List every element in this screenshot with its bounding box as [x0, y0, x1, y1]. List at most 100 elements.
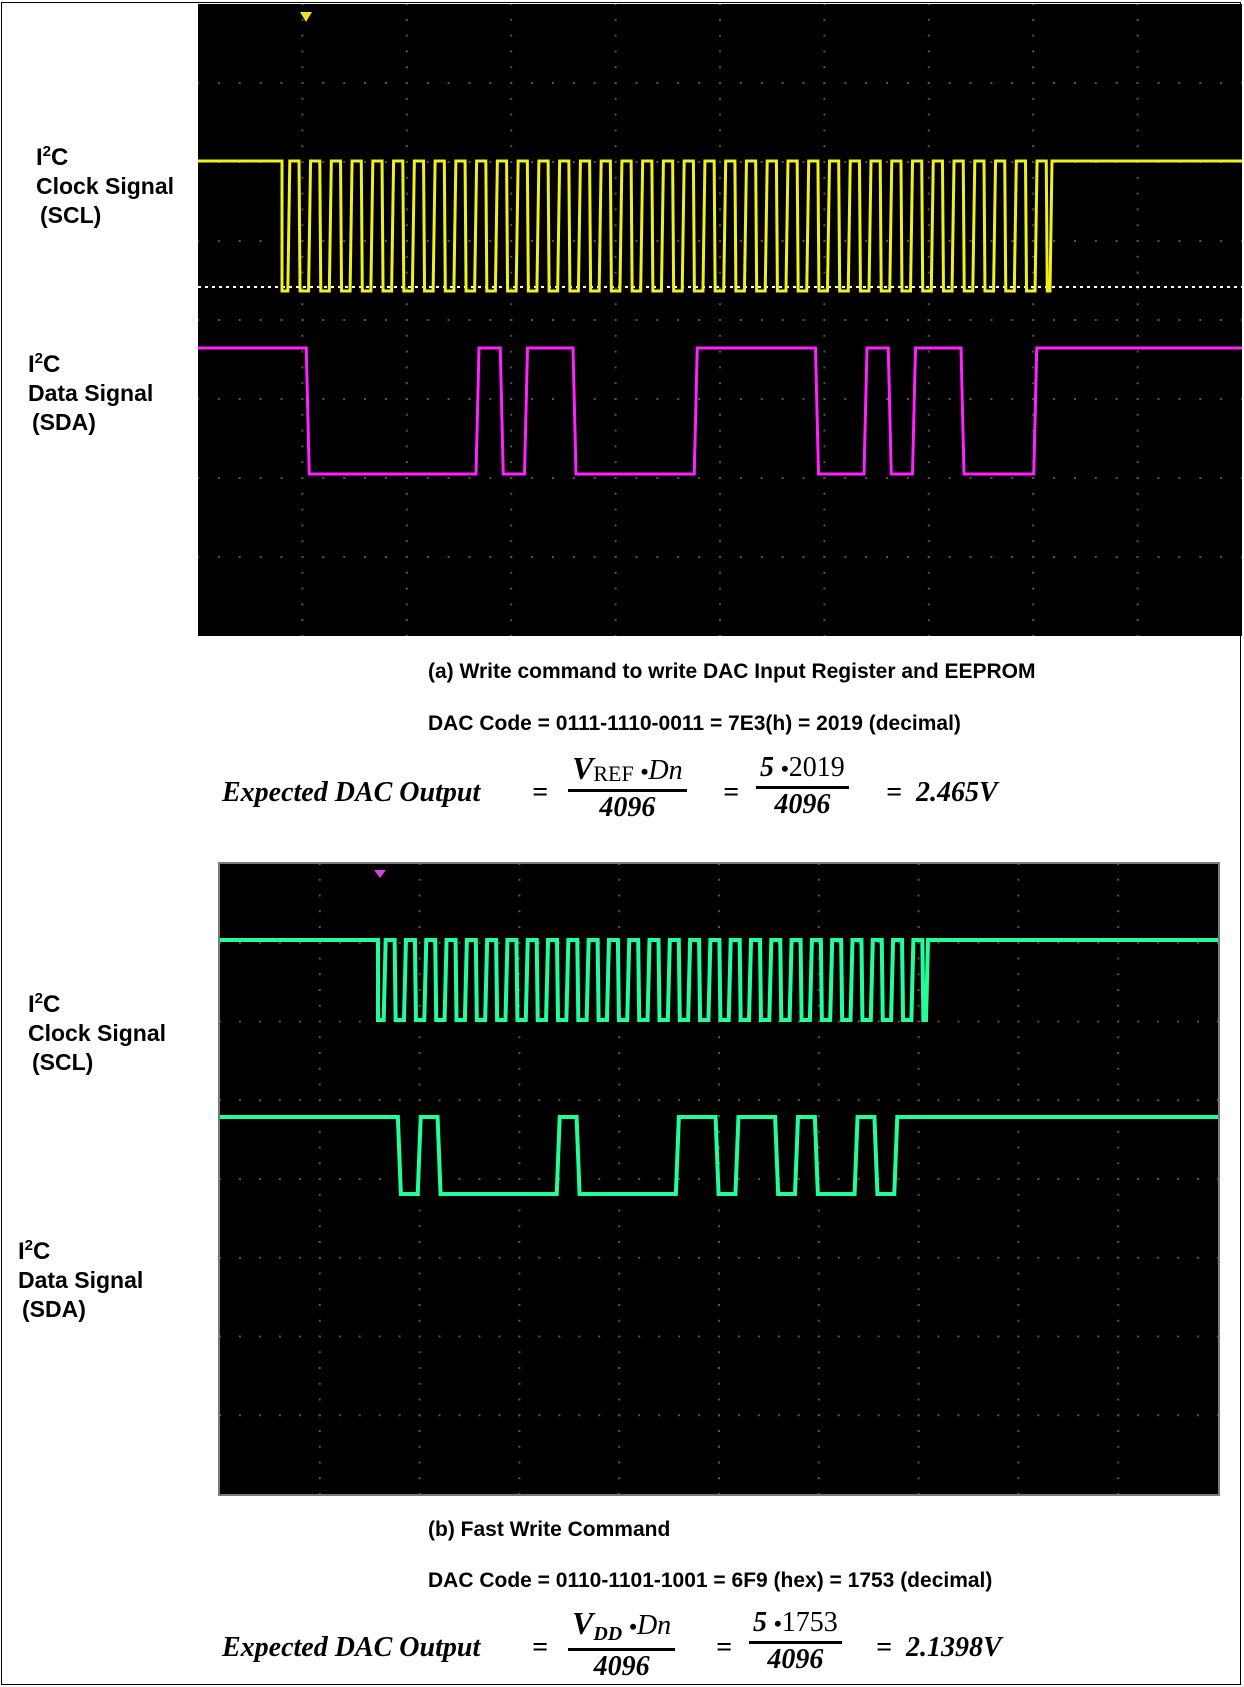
- graticule-dot: [217, 82, 220, 84]
- graticule-dot: [658, 1414, 661, 1417]
- graticule-dot: [518, 910, 521, 913]
- graticule-dot: [418, 1367, 421, 1369]
- graticule-dot: [405, 635, 408, 636]
- graticule-dot: [1032, 492, 1035, 495]
- graticule-dot: [737, 1099, 740, 1102]
- graticule-dot: [280, 398, 283, 400]
- graticule-dot: [1017, 1178, 1020, 1180]
- graticule-dot: [1017, 1351, 1020, 1354]
- graticule-dot: [823, 619, 826, 622]
- graticule-dot: [1032, 366, 1035, 369]
- graticule-dot: [1136, 271, 1139, 274]
- graticule-dot: [718, 1209, 720, 1212]
- graticule-dot: [384, 82, 387, 84]
- graticule-dot: [614, 50, 617, 53]
- graticule-dot: [1017, 1067, 1020, 1070]
- graticule-dot: [1117, 1319, 1120, 1322]
- graticule-dot: [510, 271, 513, 274]
- graticule-dot: [438, 1256, 441, 1259]
- graticule-dot: [1117, 1367, 1120, 1369]
- graticule-dot: [518, 1319, 521, 1322]
- graticule-dot: [1053, 82, 1056, 84]
- graticule-dot: [418, 1052, 421, 1054]
- graticule-dot: [510, 587, 513, 590]
- graticule-dot: [278, 1099, 281, 1102]
- graticule-dot: [635, 556, 638, 558]
- graticule-dot: [917, 1367, 920, 1369]
- graticule-dot: [1136, 82, 1139, 84]
- graticule-dot: [1037, 1020, 1040, 1023]
- graticule-dot: [1137, 1335, 1140, 1338]
- graticule-dot: [518, 957, 521, 960]
- graticule-dot: [1241, 477, 1242, 479]
- graticule-dot: [1117, 1178, 1120, 1180]
- graticule-dot: [823, 161, 826, 163]
- graticule-dot: [298, 1414, 301, 1417]
- graticule-dot: [405, 192, 408, 195]
- eq-result-b: 2.1398V: [906, 1632, 1002, 1663]
- graticule-dot: [298, 1256, 301, 1259]
- graticule-dot: [698, 1256, 701, 1259]
- graticule-dot: [719, 50, 721, 53]
- graticule-dot: [957, 941, 960, 944]
- graticule-dot: [1057, 1020, 1060, 1023]
- graticule-dot: [238, 240, 241, 242]
- graticule-dot: [418, 1414, 421, 1417]
- graticule-dot: [572, 477, 575, 479]
- graticule-dot: [614, 508, 617, 511]
- graticule-dot: [698, 556, 701, 558]
- graticule-dot: [719, 34, 721, 37]
- graticule-dot: [405, 556, 408, 558]
- graticule-dot: [1220, 398, 1223, 400]
- graticule-dot: [927, 429, 930, 432]
- graticule-dot: [678, 1335, 681, 1338]
- graticule-dot: [760, 161, 763, 163]
- graticule-dot: [318, 1351, 321, 1354]
- graticule-dot: [917, 1461, 920, 1464]
- graticule-dot: [510, 319, 513, 321]
- eq-equals-b3: =: [876, 1632, 892, 1663]
- graticule-dot: [1157, 1099, 1160, 1102]
- graticule-dot: [1017, 1319, 1020, 1322]
- graticule-dot: [1136, 224, 1139, 227]
- graticule-dot: [1017, 1272, 1020, 1275]
- graticule-dot: [927, 66, 930, 69]
- graticule-dot: [718, 1461, 720, 1464]
- graticule-dot: [614, 366, 617, 369]
- graticule-dot: [510, 334, 513, 337]
- graticule-dot: [886, 477, 889, 479]
- graticule-dot: [1136, 461, 1139, 464]
- graticule-dot: [1136, 240, 1139, 242]
- graticule-dot: [405, 366, 408, 369]
- graticule-dot: [948, 82, 951, 84]
- graticule-dot: [1117, 1414, 1120, 1417]
- graticule-dot: [364, 398, 367, 400]
- graticule-dot: [1117, 1146, 1120, 1149]
- graticule-dot: [917, 1162, 920, 1165]
- graticule-dot: [572, 240, 575, 242]
- graticule-dot: [917, 864, 920, 865]
- graticule-dot: [917, 1225, 920, 1228]
- graticule-dot: [1178, 82, 1181, 84]
- graticule-dot: [405, 571, 408, 574]
- graticule-dot: [658, 1099, 661, 1102]
- graticule-dot: [318, 1083, 321, 1086]
- graticule-dot: [618, 1288, 621, 1291]
- graticule-dot: [458, 1099, 461, 1102]
- graticule-dot: [1115, 556, 1118, 558]
- graticule-dot: [917, 1193, 920, 1196]
- graticule-dot: [405, 240, 408, 242]
- graticule-dot: [518, 973, 521, 976]
- graticule-dot: [510, 50, 513, 53]
- graticule-dot: [844, 319, 847, 321]
- graticule-dot: [418, 1493, 421, 1494]
- graticule-dot: [1136, 445, 1139, 448]
- graticule-dot: [638, 1414, 641, 1417]
- graticule-dot: [614, 224, 617, 227]
- graticule-dot: [927, 224, 930, 227]
- graticule-dot: [447, 319, 450, 321]
- graticule-dot: [614, 461, 617, 464]
- graticule-dot: [538, 1414, 541, 1417]
- graticule-dot: [1220, 82, 1223, 84]
